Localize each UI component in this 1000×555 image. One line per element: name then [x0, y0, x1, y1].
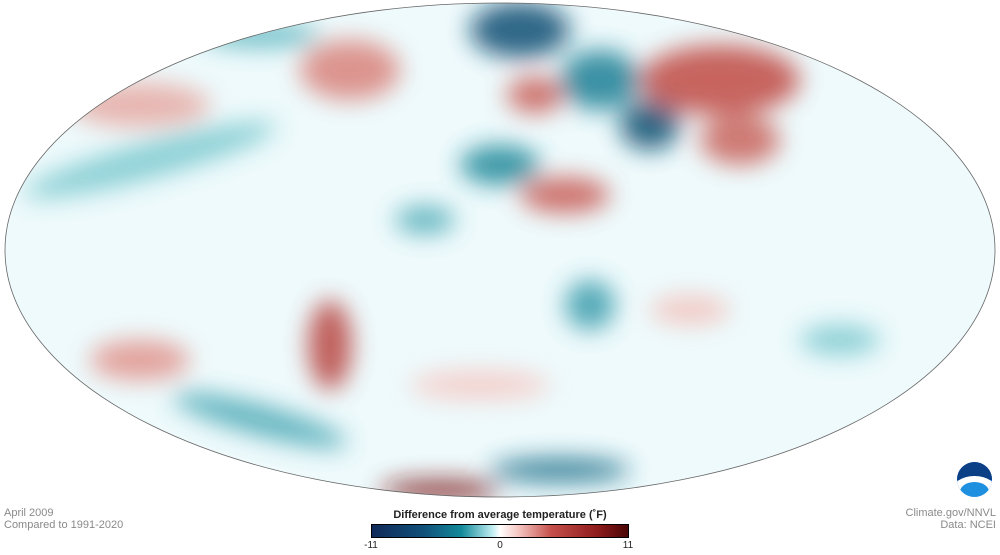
noaa-logo [957, 462, 992, 497]
legend-mid: 0 [497, 540, 503, 551]
temperature-anomaly-map [4, 2, 996, 498]
legend-title: Difference from average temperature (˚F) [393, 509, 607, 521]
data-label: Data: NCEI [940, 519, 996, 531]
legend-min: -11 [364, 540, 378, 551]
credits: Climate.gov/NNVL Data: NCEI [906, 507, 996, 531]
source-label: Climate.gov/NNVL [905, 507, 996, 519]
globe-outline [4, 2, 996, 498]
legend-max: 11 [622, 540, 634, 551]
baseline-label: Compared to 1991-2020 [4, 519, 124, 531]
date-label: April 2009 [4, 507, 54, 519]
map-caption: April 2009 Compared to 1991-2020 [4, 507, 123, 531]
legend-color-bar [371, 524, 629, 538]
